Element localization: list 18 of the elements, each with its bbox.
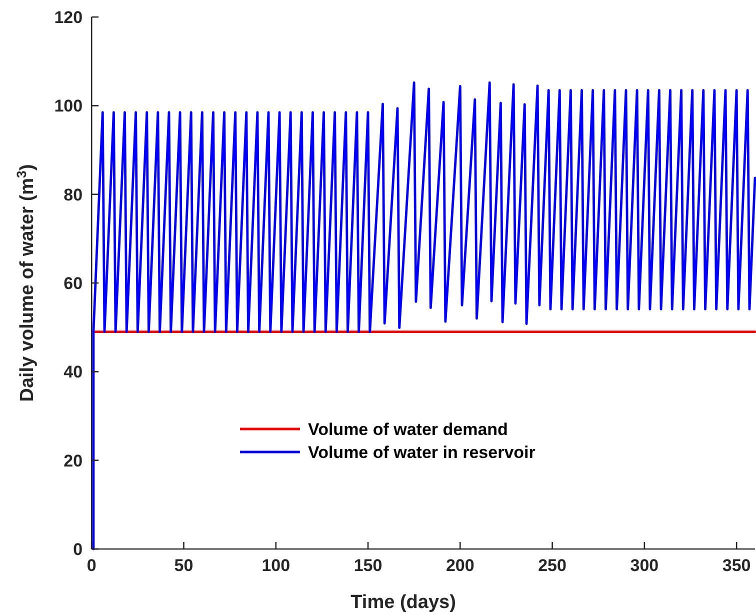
legend-label: Volume of water in reservoir [308,442,536,462]
x-tick-label: 200 [446,556,474,575]
x-tick-label: 0 [86,556,96,575]
y-tick-label: 60 [64,274,83,293]
x-axis-title: Time (days) [350,592,456,613]
legend-label: Volume of water demand [308,420,508,439]
y-tick-label: 100 [54,96,83,116]
y-tick-label: 40 [64,362,83,382]
y-tick-label: 80 [64,185,83,204]
x-tick-label: 100 [262,556,290,575]
x-tick-label: 150 [354,556,382,575]
y-tick-label: 20 [64,451,83,470]
x-tick-label: 250 [538,556,566,575]
y-tick-label: 120 [54,8,83,27]
x-tick-label: 300 [630,556,659,575]
x-tick-label: 350 [722,556,751,575]
x-tick-label: 50 [174,556,194,575]
y-tick-label: 0 [73,540,83,559]
